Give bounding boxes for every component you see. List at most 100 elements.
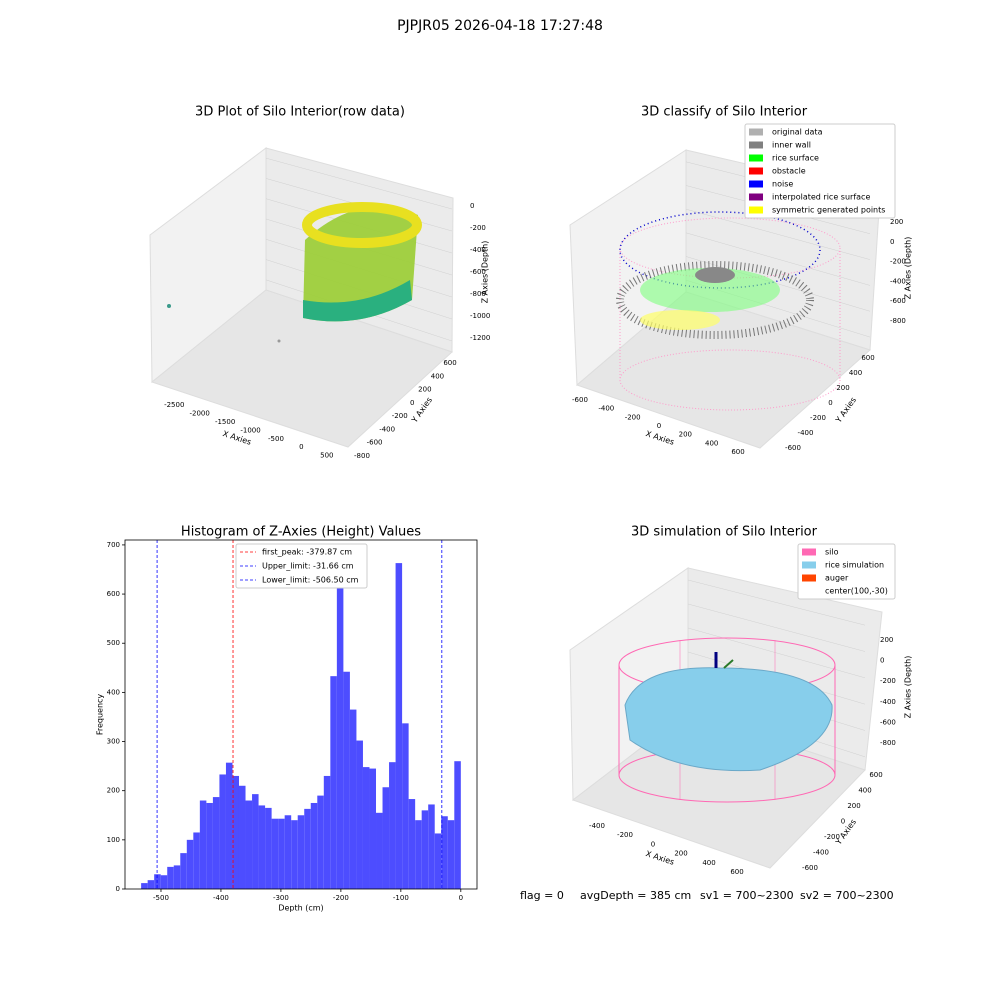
y-tick-label: 100 bbox=[107, 836, 120, 844]
footer-text: flag = 0 bbox=[520, 889, 564, 902]
bar bbox=[147, 880, 155, 889]
bar bbox=[310, 802, 318, 889]
bar bbox=[434, 833, 442, 889]
axis-label: Z Axies (Depth) bbox=[904, 237, 913, 300]
bar bbox=[395, 563, 403, 889]
bar bbox=[402, 723, 409, 889]
y-tick-label: 0 bbox=[828, 399, 832, 407]
bar bbox=[252, 794, 259, 889]
legend-swatch bbox=[749, 180, 763, 188]
z-tick-label: -400 bbox=[470, 246, 486, 254]
bar bbox=[330, 676, 337, 889]
x-tick-label: 200 bbox=[679, 431, 692, 439]
x-tick-label: -2000 bbox=[190, 409, 210, 417]
x-tick-label: -600 bbox=[572, 396, 588, 404]
z-tick-label: -1200 bbox=[470, 334, 490, 342]
z-tick-label: -1000 bbox=[470, 312, 490, 320]
x-tick-label: 200 bbox=[674, 850, 687, 858]
bar bbox=[160, 875, 168, 889]
x-tick-label: 600 bbox=[731, 448, 744, 456]
legend-label: noise bbox=[772, 180, 793, 189]
bar bbox=[193, 832, 200, 889]
z-tick-label: -400 bbox=[890, 277, 906, 285]
bar bbox=[317, 795, 324, 889]
z-tick-label: -600 bbox=[470, 268, 486, 276]
legend-label: Upper_limit: -31.66 cm bbox=[262, 562, 354, 571]
bar bbox=[389, 762, 396, 889]
grid-line bbox=[687, 603, 866, 652]
y-tick-label: 600 bbox=[107, 590, 120, 598]
y-tick-label: 200 bbox=[107, 787, 120, 795]
chart-title: Histogram of Z-Axies (Height) Values bbox=[181, 525, 421, 540]
bar bbox=[323, 775, 331, 889]
z-tick-label: -400 bbox=[880, 698, 896, 706]
z-tick-label: -200 bbox=[470, 224, 486, 232]
bar bbox=[356, 740, 363, 889]
y-tick-label: 200 bbox=[418, 386, 431, 394]
y-tick-label: 300 bbox=[107, 738, 120, 746]
bar bbox=[258, 805, 266, 889]
y-tick-label: -400 bbox=[379, 425, 395, 433]
y-tick-label: -200 bbox=[810, 414, 826, 422]
bar bbox=[186, 839, 194, 889]
grid-line bbox=[265, 157, 453, 210]
bar bbox=[408, 799, 416, 889]
footer-text: sv1 = 700~2300 bbox=[700, 889, 794, 902]
bar bbox=[297, 815, 305, 889]
bar bbox=[180, 853, 187, 889]
z-tick-label: -200 bbox=[890, 258, 906, 266]
x-tick-label: 0 bbox=[651, 840, 655, 848]
bar bbox=[428, 804, 435, 889]
z-tick-label: -800 bbox=[880, 739, 896, 747]
y-tick-label: 400 bbox=[858, 787, 871, 795]
axis-label: Frequency bbox=[96, 694, 105, 736]
x-tick-label: 600 bbox=[730, 868, 743, 876]
legend-box bbox=[797, 543, 896, 600]
y-tick-label: 400 bbox=[849, 369, 862, 377]
x-tick-label: -1000 bbox=[240, 426, 260, 434]
y-tick-label: -200 bbox=[824, 833, 840, 841]
bar bbox=[167, 866, 174, 889]
x-tick-label: -400 bbox=[213, 894, 229, 902]
bar bbox=[369, 768, 377, 889]
z-tick-label: -800 bbox=[470, 290, 486, 298]
y-tick-label: 600 bbox=[861, 354, 874, 362]
y-tick-label: 0 bbox=[116, 885, 120, 893]
bar bbox=[173, 865, 181, 889]
bar bbox=[271, 818, 279, 889]
legend-label: center(100,-30) bbox=[825, 587, 888, 596]
y-tick-label: -600 bbox=[785, 444, 801, 452]
grid-line bbox=[687, 579, 866, 626]
bar bbox=[362, 767, 370, 889]
bar bbox=[304, 808, 311, 889]
bar bbox=[441, 816, 448, 889]
x-tick-label: -500 bbox=[153, 894, 169, 902]
z-tick-label: 0 bbox=[890, 238, 894, 246]
bar bbox=[206, 802, 213, 889]
grid-line bbox=[685, 232, 871, 286]
bar bbox=[284, 815, 292, 889]
z-tick-label: 200 bbox=[880, 636, 893, 644]
z-tick-label: -800 bbox=[890, 317, 906, 325]
bar bbox=[343, 671, 350, 889]
legend-swatch bbox=[749, 167, 763, 175]
axis-label: Z Axies (Depth) bbox=[481, 241, 490, 304]
z-tick-label: -200 bbox=[880, 677, 896, 685]
legend-label: original data bbox=[772, 128, 823, 137]
bar bbox=[336, 560, 344, 889]
axis-label: Y Axies bbox=[833, 396, 858, 426]
z-tick-label: 0 bbox=[470, 202, 474, 210]
axis-label: X Axies bbox=[645, 849, 676, 867]
bar bbox=[141, 883, 148, 889]
legend-swatch bbox=[749, 141, 763, 149]
legend-label: inner wall bbox=[772, 141, 811, 150]
legend-swatch bbox=[749, 128, 763, 136]
y-tick-label: 0 bbox=[841, 818, 845, 826]
x-tick-label: -400 bbox=[598, 405, 614, 413]
legend-swatch bbox=[802, 561, 816, 569]
bar bbox=[376, 812, 383, 889]
y-tick-label: 0 bbox=[410, 399, 414, 407]
footer-text: sv2 = 700~2300 bbox=[800, 889, 894, 902]
legend-label: Lower_limit: -506.50 cm bbox=[262, 576, 359, 585]
bar bbox=[278, 818, 285, 889]
